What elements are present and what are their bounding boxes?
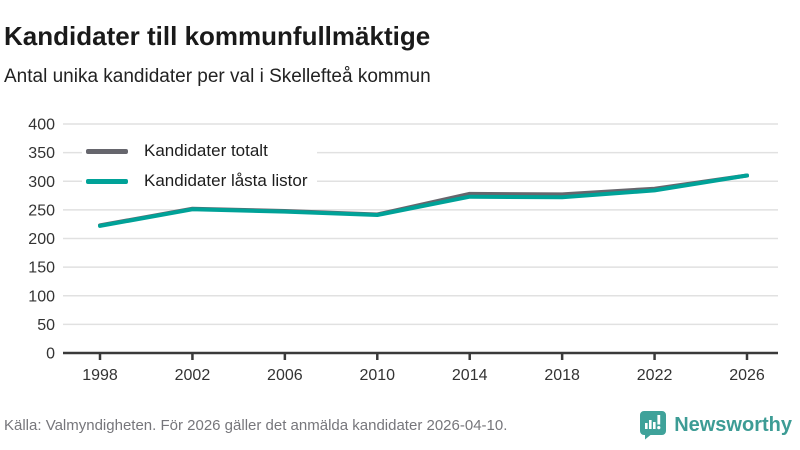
newsworthy-logo[interactable]: Newsworthy — [639, 410, 792, 440]
svg-text:350: 350 — [28, 145, 55, 162]
svg-text:2026: 2026 — [729, 367, 765, 384]
chart-legend: Kandidater totalt Kandidater låsta listo… — [82, 137, 318, 197]
svg-text:0: 0 — [46, 346, 55, 363]
legend-item-locked: Kandidater låsta listor — [82, 167, 318, 195]
svg-text:400: 400 — [28, 117, 55, 134]
source-note: Källa: Valmyndigheten. För 2026 gäller d… — [4, 416, 508, 434]
svg-text:2014: 2014 — [452, 367, 488, 384]
svg-text:150: 150 — [28, 260, 55, 277]
legend-label-locked: Kandidater låsta listor — [144, 171, 308, 190]
svg-text:200: 200 — [28, 231, 55, 248]
svg-text:2010: 2010 — [359, 367, 395, 384]
svg-text:2002: 2002 — [175, 367, 211, 384]
locked-line-swatch — [86, 178, 128, 184]
svg-text:100: 100 — [28, 288, 55, 305]
svg-text:250: 250 — [28, 202, 55, 219]
total-line-swatch — [86, 148, 128, 154]
chart-subtitle: Antal unika kandidater per val i Skellef… — [4, 66, 431, 87]
newsworthy-icon — [640, 411, 667, 440]
footer: Källa: Valmyndigheten. För 2026 gäller d… — [0, 406, 800, 450]
brand-name: Newsworthy — [674, 413, 792, 436]
svg-text:2006: 2006 — [267, 367, 303, 384]
svg-text:300: 300 — [28, 174, 55, 191]
svg-text:2022: 2022 — [637, 367, 673, 384]
svg-text:50: 50 — [37, 317, 55, 334]
legend-label-total: Kandidater totalt — [144, 141, 268, 160]
svg-text:2018: 2018 — [544, 367, 580, 384]
svg-text:1998: 1998 — [82, 367, 118, 384]
page-title: Kandidater till kommunfullmäktige — [4, 21, 431, 52]
legend-item-total: Kandidater totalt — [82, 137, 318, 165]
